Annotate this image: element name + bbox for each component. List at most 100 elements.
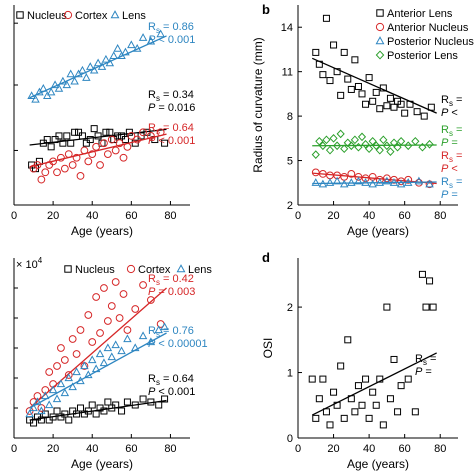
legend-label: Cortex (75, 10, 108, 22)
x-tick-label: 40 (86, 443, 98, 455)
data-point (361, 139, 370, 149)
data-point (311, 150, 320, 159)
data-point (84, 157, 93, 166)
x-axis-label: Age (years) (347, 457, 409, 471)
data-point (56, 379, 66, 388)
x-tick-label: 0 (295, 443, 301, 455)
series-osi: Rs =P = (308, 270, 437, 429)
data-point (139, 128, 147, 137)
data-point (41, 168, 50, 177)
data-point (71, 128, 79, 136)
data-point (82, 139, 90, 147)
data-point (72, 153, 81, 162)
data-point (96, 161, 104, 169)
data-point (33, 161, 42, 169)
data-point (372, 141, 381, 151)
data-point (103, 317, 112, 325)
stat-r: Rs = 0.34 (148, 89, 194, 103)
data-point (96, 329, 104, 337)
data-point (53, 168, 61, 177)
x-tick-label: 20 (47, 443, 59, 455)
data-point (337, 362, 345, 370)
y-tick-label: 2 (287, 302, 293, 314)
data-point (379, 421, 387, 429)
data-point (25, 409, 34, 418)
data-point (397, 136, 406, 146)
data-point (68, 382, 77, 391)
y-axis-label: OSI (261, 338, 275, 359)
data-point (104, 398, 112, 406)
data-point (411, 408, 419, 416)
stat-p: P < (441, 107, 458, 119)
data-point (362, 375, 370, 383)
data-point (414, 176, 424, 185)
data-point (389, 138, 399, 148)
data-point (333, 141, 342, 151)
legend-label: Posterior Nucleus (387, 36, 474, 48)
stat-r-value: = (453, 150, 462, 162)
stat-p: P = 0.003 (148, 286, 195, 298)
stat-p: P < 0.001 (148, 34, 195, 46)
data-point (65, 416, 73, 424)
data-point (114, 132, 122, 140)
data-point (123, 398, 131, 406)
data-point (340, 48, 348, 56)
data-point (161, 395, 169, 403)
data-point (358, 401, 366, 409)
legend-label: Nucleus (27, 10, 67, 22)
panel-label-d: d (262, 250, 270, 265)
data-point (63, 132, 71, 140)
legend-label: Anterior Nucleus (387, 22, 469, 34)
stat-p: P < 0.001 (148, 135, 195, 147)
data-point (383, 102, 391, 110)
stat-p-value: < (448, 163, 457, 175)
stat-p: P < 0.00001 (148, 338, 208, 350)
data-point (319, 71, 327, 79)
data-point (139, 395, 147, 403)
data-point (376, 105, 384, 113)
y-tick-label: 11 (282, 67, 293, 79)
data-point (325, 178, 335, 186)
data-point (92, 142, 101, 151)
data-point (146, 36, 156, 45)
data-point (347, 169, 356, 178)
stat-p: P < (441, 163, 458, 175)
data-point (368, 179, 377, 188)
data-point (107, 352, 117, 361)
data-point (87, 355, 97, 364)
data-point (113, 43, 122, 52)
data-point (99, 358, 109, 367)
data-point (350, 135, 359, 145)
data-point (37, 175, 46, 184)
data-point (133, 135, 142, 144)
stat-r: Rs = (441, 176, 462, 190)
fit-line (312, 181, 437, 185)
data-point (383, 303, 391, 311)
stat-r: Rs = (415, 353, 436, 367)
legend-label: Anterior Lens (387, 8, 453, 20)
data-point (101, 54, 111, 63)
data-point (123, 334, 132, 343)
data-point (68, 161, 77, 169)
data-point (107, 302, 116, 310)
y-tick-label: 1 (287, 368, 293, 380)
data-point (80, 361, 89, 370)
data-point (93, 58, 103, 67)
x-tick-label: 80 (164, 210, 176, 222)
x-axis-label: Age (years) (71, 457, 133, 471)
data-point (53, 407, 61, 415)
series-lens: Lens Rs = 0.76P < 0.00001 (25, 264, 212, 418)
data-point (394, 408, 402, 416)
data-point (351, 408, 359, 416)
fit-line (311, 352, 437, 416)
fit-line (29, 35, 167, 99)
data-point (82, 73, 91, 81)
data-point (326, 77, 334, 85)
stat-r-subscript: s (156, 94, 160, 103)
data-point (64, 371, 73, 379)
fit-line (29, 133, 167, 168)
x-tick-label: 60 (125, 210, 137, 222)
data-point (75, 128, 83, 136)
